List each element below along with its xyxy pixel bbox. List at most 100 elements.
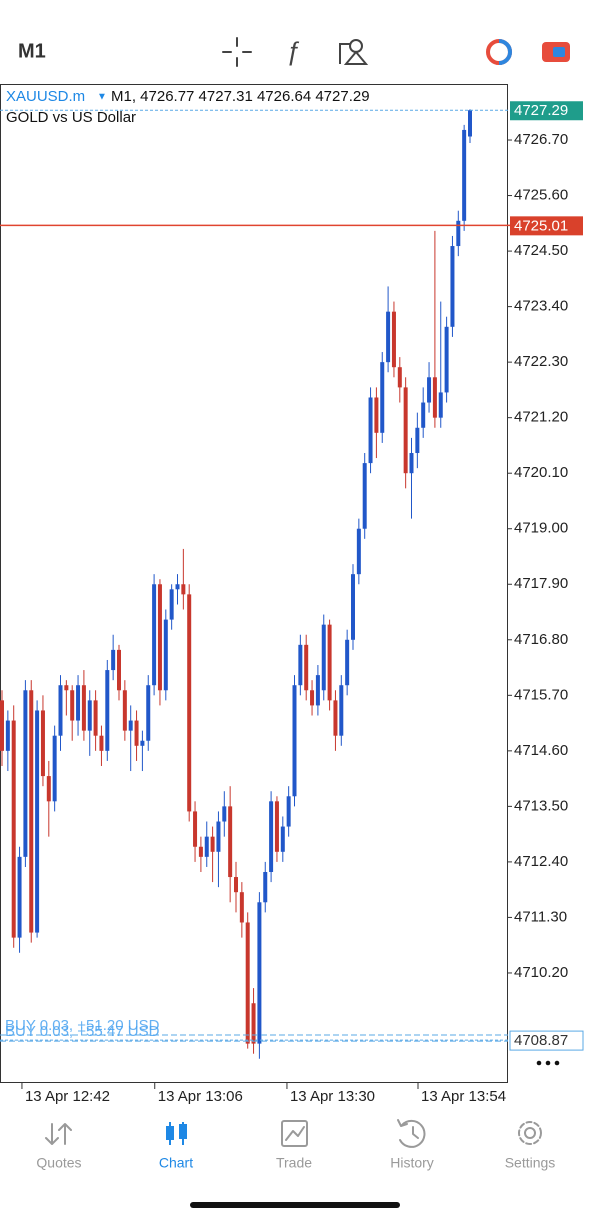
y-tick-label: 4719.00 xyxy=(514,520,568,537)
nav-label[interactable]: History xyxy=(390,1155,434,1171)
y-tick-label: 4715.70 xyxy=(514,686,568,703)
candle-body xyxy=(210,836,215,852)
candle-body xyxy=(11,720,16,938)
position-label: BUY 0.03, +55.47 USD xyxy=(5,1023,160,1040)
y-tick-label: 4725.60 xyxy=(514,187,568,204)
chart-frame xyxy=(0,84,508,1083)
nav-label[interactable]: Trade xyxy=(276,1155,312,1171)
candle-body xyxy=(386,311,391,363)
candle-body xyxy=(70,690,75,721)
candle-body xyxy=(193,811,198,847)
y-tick-label: 4711.30 xyxy=(514,908,567,925)
candle-body xyxy=(304,644,309,691)
candle-body xyxy=(0,700,4,751)
candle-body xyxy=(257,902,262,1044)
plot-area xyxy=(0,109,472,1059)
candle-body xyxy=(222,806,227,822)
candle-body xyxy=(321,624,326,691)
candle-body xyxy=(128,720,133,731)
candle-body xyxy=(427,377,432,403)
candle-body xyxy=(204,836,209,857)
candle-body xyxy=(175,584,180,590)
more-button[interactable] xyxy=(536,1060,560,1066)
candle-body xyxy=(29,690,34,933)
symbol-description: GOLD vs US Dollar xyxy=(6,109,136,126)
candle-body xyxy=(198,846,203,857)
position-label: BUY 0.03, +51.20 USD xyxy=(5,1017,160,1034)
candle-body xyxy=(117,649,121,691)
candle-body xyxy=(310,690,315,706)
one-click-icon[interactable] xyxy=(486,39,512,65)
candle-body xyxy=(76,685,81,721)
chart-icon[interactable] xyxy=(166,1122,187,1145)
candle-body xyxy=(105,670,110,751)
candle-body xyxy=(280,826,285,852)
candle-body xyxy=(450,246,455,327)
candle-body xyxy=(87,700,92,731)
candle-body xyxy=(263,871,268,903)
candle-body xyxy=(368,397,373,464)
candle-body xyxy=(52,735,57,802)
trade-mode-icon[interactable] xyxy=(542,42,570,62)
candle-body xyxy=(415,427,420,454)
y-tick-label: 4723.40 xyxy=(514,298,568,315)
candle-body xyxy=(274,801,279,852)
candle-body xyxy=(187,594,192,812)
y-tick-label: 4721.20 xyxy=(514,409,568,426)
candle-body xyxy=(152,584,157,686)
nav-label[interactable]: Settings xyxy=(505,1155,556,1171)
trade-icon[interactable] xyxy=(281,1120,308,1147)
nav-label[interactable]: Chart xyxy=(159,1155,193,1171)
candle-body xyxy=(239,892,244,923)
x-tick-label: 13 Apr 13:54 xyxy=(421,1088,506,1105)
candle-body xyxy=(5,720,10,751)
history-icon[interactable] xyxy=(397,1119,426,1148)
indicators-icon[interactable]: ƒ xyxy=(286,36,300,66)
candle-body xyxy=(391,311,396,368)
candle-body xyxy=(339,685,344,736)
candle-body xyxy=(356,528,361,575)
objects-icon[interactable] xyxy=(339,39,369,65)
home-indicator xyxy=(190,1202,400,1208)
quotes-icon[interactable] xyxy=(45,1123,72,1145)
y-tick-label: 4717.90 xyxy=(514,575,568,592)
candle-body xyxy=(380,362,385,433)
price-label: 4725.01 xyxy=(514,217,568,234)
candle-body xyxy=(269,801,274,872)
candle-body xyxy=(122,690,127,731)
candle-body xyxy=(234,877,238,893)
candle-body xyxy=(169,589,174,620)
candle-body xyxy=(181,584,186,595)
symbol-label[interactable]: XAUUSD.m xyxy=(6,88,85,105)
candle-body xyxy=(362,463,367,529)
candle-body xyxy=(216,821,221,852)
candle-body xyxy=(444,326,449,393)
candle-body xyxy=(456,220,461,247)
candle-body xyxy=(315,675,320,706)
candle-body xyxy=(111,649,116,671)
candle-body xyxy=(23,690,28,857)
candle-body xyxy=(333,700,338,736)
candle-body xyxy=(93,700,98,736)
symbol-dropdown[interactable]: ▼ xyxy=(97,92,107,103)
x-tick-label: 13 Apr 13:06 xyxy=(158,1088,243,1105)
nav-label[interactable]: Quotes xyxy=(36,1155,81,1171)
crosshair-icon[interactable] xyxy=(222,37,252,67)
timeframe-button[interactable]: M1 xyxy=(18,40,46,62)
price-label: 4727.29 xyxy=(514,102,568,119)
candle-body xyxy=(327,624,332,701)
candle-body xyxy=(345,639,350,686)
x-tick-label: 13 Apr 13:30 xyxy=(290,1088,375,1105)
bottom-nav: Quotes Chart Trade History Settings xyxy=(36,1155,555,1171)
candle-body xyxy=(228,806,233,878)
candle-body xyxy=(432,377,437,418)
y-tick-label: 4714.60 xyxy=(514,742,568,759)
candle-body xyxy=(251,1003,256,1044)
x-tick-label: 13 Apr 12:42 xyxy=(25,1088,110,1105)
candle-body xyxy=(292,685,297,797)
settings-icon[interactable] xyxy=(518,1121,542,1145)
candle-body xyxy=(397,367,402,388)
candle-body xyxy=(46,776,51,802)
ohlc-info: M1, 4726.77 4727.31 4726.64 4727.29 xyxy=(111,88,370,105)
